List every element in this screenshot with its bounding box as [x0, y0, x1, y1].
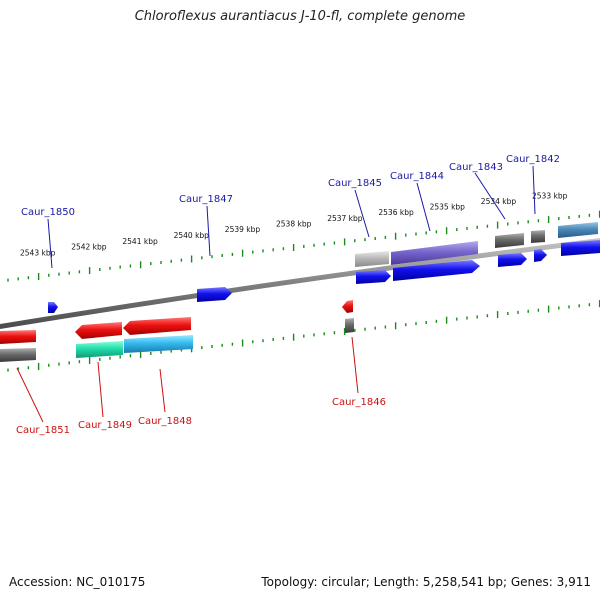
scale-labels: 2543 kbp 2542 kbp 2541 kbp 2540 kbp 2539 kbp… — [20, 192, 568, 258]
scale-label: 2542 kbp — [71, 243, 107, 252]
gene-label-1842[interactable]: Caur_1842 — [506, 154, 560, 165]
gene-bar-gray-1846[interactable] — [345, 318, 354, 333]
gene-label-1848[interactable]: Caur_1848 — [138, 416, 192, 427]
gene-bar-cyan-1848[interactable] — [124, 335, 193, 353]
gene-label-1847[interactable]: Caur_1847 — [179, 194, 233, 205]
scale-label: 2537 kbp — [327, 214, 363, 223]
gene-labels-reverse: Caur_1851 Caur_1849 Caur_1848 Caur_1846 — [16, 397, 386, 436]
topology-text: Topology: circular; Length: 5,258,541 bp… — [261, 575, 591, 589]
scale-label: 2540 kbp — [174, 231, 210, 240]
scale-label: 2535 kbp — [430, 203, 466, 212]
gene-arrow-1845[interactable] — [356, 270, 391, 284]
accession-text: Accession: NC_010175 — [9, 575, 146, 589]
gene-bar-green-1849[interactable] — [76, 341, 123, 358]
gene-arrow-1846[interactable] — [342, 300, 353, 313]
gene-arrow-1843[interactable] — [498, 253, 527, 267]
gene-bar-purple[interactable] — [391, 241, 478, 265]
gene-bar-teal[interactable] — [558, 222, 598, 238]
gene-arrow-1842[interactable] — [534, 249, 547, 262]
label-leaders — [16, 165, 536, 423]
gene-arrow-1848[interactable] — [123, 317, 191, 335]
gene-bar-gray-3[interactable] — [531, 230, 545, 243]
gene-bar-gray-2[interactable] — [495, 233, 524, 248]
gene-arrow-1841[interactable] — [561, 240, 600, 256]
gene-arrow-1847[interactable] — [197, 287, 232, 302]
gene-arrow-1850[interactable] — [48, 302, 58, 313]
gene-labels-forward: Caur_1850 Caur_1847 Caur_1845 Caur_1844 … — [21, 154, 560, 218]
scale-label: 2534 kbp — [481, 197, 517, 206]
gene-bar-gray-1851[interactable] — [0, 348, 36, 362]
gene-label-1845[interactable]: Caur_1845 — [328, 178, 382, 189]
scale-label: 2533 kbp — [532, 192, 568, 201]
gene-label-1843[interactable]: Caur_1843 — [449, 162, 503, 173]
gene-bar-gray-1[interactable] — [355, 251, 389, 267]
gene-arrow-1844[interactable] — [393, 260, 480, 281]
genome-backbone — [0, 238, 600, 329]
gene-label-1844[interactable]: Caur_1844 — [390, 171, 444, 182]
page-title: Chloroflexus aurantiacus J-10-fl, comple… — [134, 9, 466, 24]
gene-arrow-1849[interactable] — [75, 322, 122, 339]
scale-label: 2538 kbp — [276, 220, 312, 229]
forward-genes — [48, 222, 600, 313]
scale-label: 2539 kbp — [225, 225, 261, 234]
gene-label-1850[interactable]: Caur_1850 — [21, 207, 75, 218]
gene-label-1851[interactable]: Caur_1851 — [16, 425, 70, 436]
scale-label: 2536 kbp — [378, 208, 414, 217]
scale-label: 2541 kbp — [122, 237, 158, 246]
scale-label: 2543 kbp — [20, 249, 56, 258]
gene-label-1846[interactable]: Caur_1846 — [332, 397, 386, 408]
gene-label-1849[interactable]: Caur_1849 — [78, 420, 132, 431]
gene-bar-red-1851[interactable] — [0, 330, 36, 344]
reverse-genes — [0, 300, 354, 362]
